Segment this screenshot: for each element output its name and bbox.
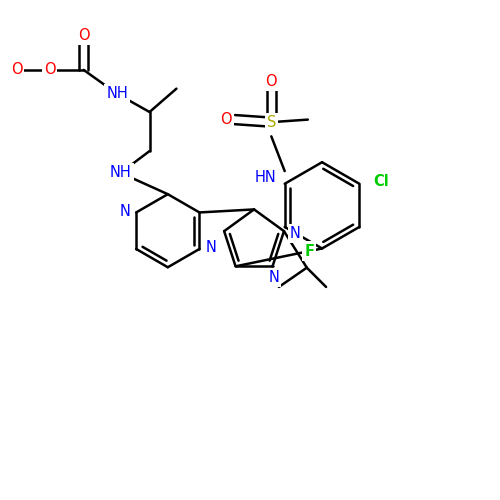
Text: N: N	[120, 204, 130, 219]
Text: Cl: Cl	[373, 174, 388, 189]
Text: N: N	[290, 226, 300, 241]
Text: F: F	[304, 244, 314, 258]
Text: O: O	[44, 62, 56, 78]
Text: HN: HN	[254, 170, 276, 185]
Text: S: S	[266, 114, 276, 130]
Text: NH: NH	[106, 86, 128, 101]
Text: O: O	[11, 62, 22, 78]
Text: O: O	[78, 28, 90, 44]
Text: N: N	[205, 240, 216, 256]
Text: O: O	[220, 112, 232, 127]
Text: NH: NH	[110, 166, 132, 180]
Text: O: O	[266, 74, 277, 89]
Text: N: N	[268, 270, 279, 285]
